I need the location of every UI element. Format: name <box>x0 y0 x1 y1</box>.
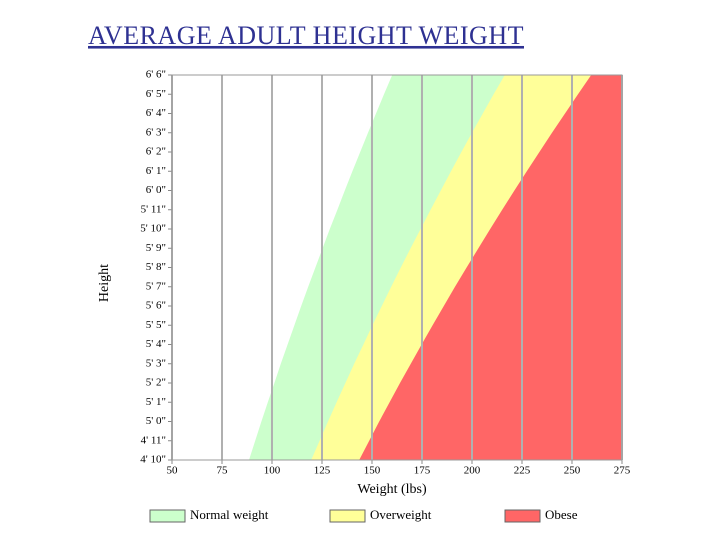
plot-area <box>249 75 622 460</box>
x-tick-label: 250 <box>564 465 581 477</box>
legend-swatch <box>504 509 541 523</box>
y-tick-label: 5' 11" <box>141 203 166 215</box>
legend-label: Normal weight <box>190 507 269 522</box>
y-tick-label: 5' 4" <box>146 338 166 350</box>
plot-border <box>171 74 623 461</box>
y-tick-label: 5' 8" <box>146 261 166 273</box>
y-tick-label: 6' 2" <box>146 146 166 158</box>
y-tick-label: 6' 5" <box>146 88 166 100</box>
y-tick-label: 5' 5" <box>146 319 166 331</box>
y-tick-label: 6' 4" <box>146 107 166 119</box>
y-tick-label: 6' 0" <box>146 184 166 196</box>
legend-swatch <box>149 509 186 523</box>
y-tick-label: 5' 10" <box>140 223 166 235</box>
y-tick-label: 5' 9" <box>146 242 166 254</box>
x-tick-label: 50 <box>167 465 179 477</box>
y-tick-label: 6' 6" <box>146 69 166 81</box>
y-tick-label: 4' 10" <box>140 454 166 466</box>
y-tick-label: 5' 3" <box>146 357 166 369</box>
legend-label: Overweight <box>370 507 432 522</box>
x-tick-label: 75 <box>217 465 229 477</box>
x-tick-label: 200 <box>464 465 481 477</box>
band <box>359 75 622 460</box>
y-tick-label: 4' 11" <box>141 434 166 446</box>
legend-swatch <box>329 509 366 523</box>
legend-label: Obese <box>545 507 578 522</box>
y-tick-label: 6' 1" <box>146 165 166 177</box>
x-tick-label: 275 <box>614 465 631 477</box>
x-tick-label: 225 <box>514 465 531 477</box>
y-tick-label: 5' 6" <box>146 300 166 312</box>
y-tick-label: 5' 1" <box>146 396 166 408</box>
x-axis-label: Weight (lbs) <box>357 482 427 497</box>
x-tick-label: 175 <box>414 465 431 477</box>
chart-title: AVERAGE ADULT HEIGHT WEIGHT <box>88 21 524 50</box>
y-tick-label: 5' 2" <box>146 377 166 389</box>
y-tick-label: 6' 3" <box>146 126 166 138</box>
y-tick-label: 5' 7" <box>146 280 166 292</box>
x-tick-label: 150 <box>364 465 381 477</box>
y-axis-label: Height <box>97 264 112 302</box>
x-tick-label: 125 <box>314 465 331 477</box>
x-tick-label: 100 <box>264 465 281 477</box>
y-tick-label: 5' 0" <box>146 415 166 427</box>
